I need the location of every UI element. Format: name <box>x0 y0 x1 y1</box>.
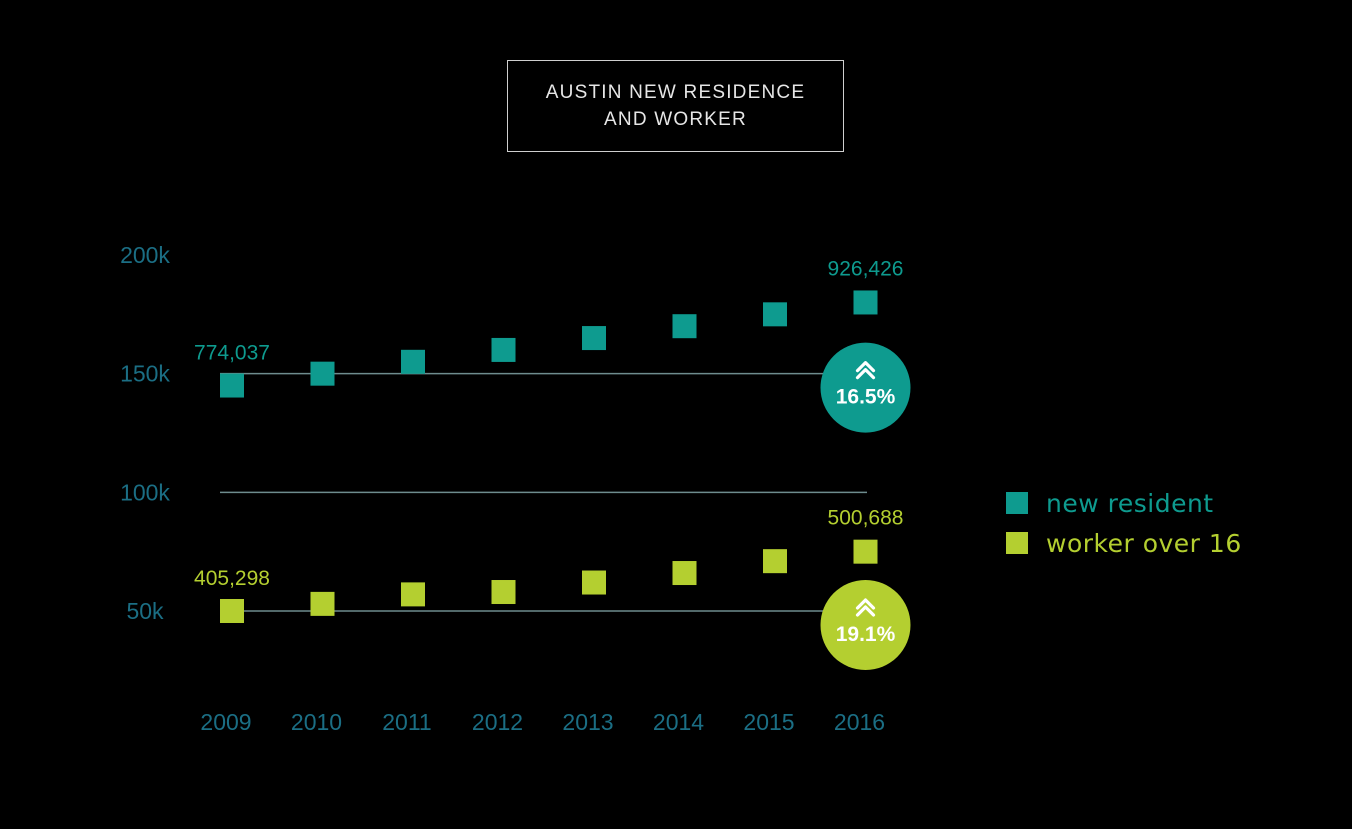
data-point-worker-over-16 <box>853 539 878 564</box>
data-point-worker-over-16 <box>582 570 606 595</box>
data-point-new-resident <box>672 314 697 339</box>
change-percent-worker-over-16: 19.1% <box>836 623 896 646</box>
double-chevron-up-icon <box>855 361 876 380</box>
x-tick-label: 2016 <box>834 709 885 735</box>
legend-item-new-resident: new resident <box>1006 488 1242 518</box>
start-value-label-worker-over-16: 405,298 <box>194 567 270 590</box>
data-point-worker-over-16 <box>310 591 335 616</box>
data-point-new-resident <box>582 326 606 351</box>
legend-swatch-new-resident <box>1006 492 1028 514</box>
data-point-new-resident <box>763 302 787 327</box>
data-point-worker-over-16 <box>491 580 516 605</box>
y-tick-label: 150k <box>120 361 170 387</box>
end-value-label-worker-over-16: 500,688 <box>828 507 904 530</box>
legend-label-new-resident: new resident <box>1046 488 1214 518</box>
y-tick-label: 200k <box>120 242 170 268</box>
end-value-label-new-resident: 926,426 <box>828 257 904 280</box>
data-point-worker-over-16 <box>220 599 244 623</box>
change-badge-new-resident <box>820 342 911 433</box>
chart-title-box: AUSTIN NEW RESIDENCE AND WORKER <box>507 60 844 152</box>
data-point-worker-over-16 <box>672 561 697 586</box>
change-badge-worker-over-16 <box>820 580 911 670</box>
data-point-new-resident <box>401 349 425 374</box>
x-tick-label: 2009 <box>200 709 251 735</box>
legend-label-worker-over-16: worker over 16 <box>1046 528 1242 558</box>
chart-title-line-2: AND WORKER <box>604 109 747 130</box>
start-value-label-new-resident: 774,037 <box>194 342 270 365</box>
x-tick-label: 2015 <box>743 709 794 735</box>
data-point-worker-over-16 <box>401 582 425 607</box>
x-tick-label: 2012 <box>472 709 523 735</box>
y-tick-label: 100k <box>120 479 170 505</box>
data-point-new-resident <box>853 290 878 315</box>
x-tick-label: 2013 <box>562 709 613 735</box>
double-chevron-up-icon <box>855 598 876 617</box>
data-point-new-resident <box>491 337 516 362</box>
chart-title-line-1: AUSTIN NEW RESIDENCE <box>545 82 806 103</box>
data-point-new-resident <box>310 361 335 386</box>
data-point-new-resident <box>220 373 244 398</box>
x-tick-label: 2010 <box>291 709 342 735</box>
chart-legend: new resident worker over 16 <box>1006 488 1242 571</box>
data-point-worker-over-16 <box>763 549 787 574</box>
legend-item-worker-over-16: worker over 16 <box>1006 528 1242 558</box>
change-percent-new-resident: 16.5% <box>836 386 896 409</box>
legend-swatch-worker-over-16 <box>1006 532 1028 554</box>
x-tick-label: 2014 <box>653 709 704 735</box>
y-tick-label: 50k <box>126 598 164 624</box>
x-tick-label: 2011 <box>382 709 431 735</box>
